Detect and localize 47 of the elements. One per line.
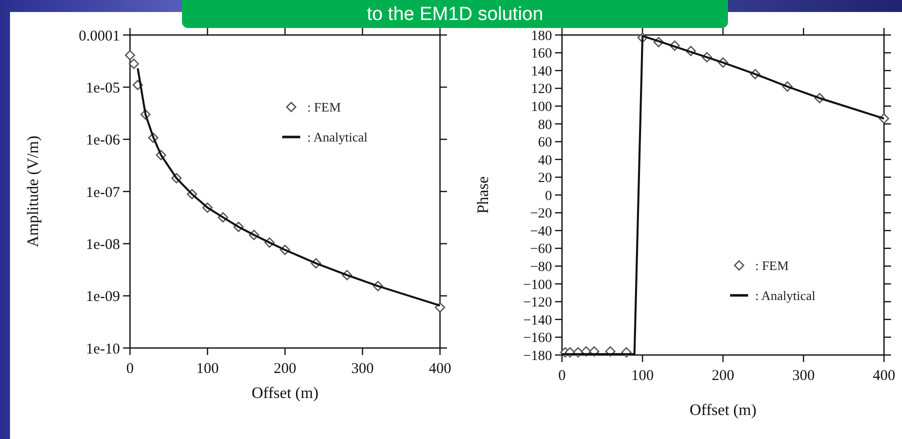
y-tick-label: −160 (523, 331, 552, 346)
point (128, 58, 140, 69)
y-tick-label: 1e-05 (86, 80, 120, 96)
y-tick-label: −80 (530, 260, 552, 276)
y-tick-label: −20 (530, 206, 552, 222)
legend-label: : Analytical (307, 130, 368, 145)
x-axis-title: Offset (m) (252, 385, 318, 402)
y-tick-label: 160 (531, 46, 552, 62)
y-tick-label: 80 (538, 118, 552, 133)
y-tick-label: 0.0001 (78, 28, 120, 44)
chart-title: to the EM1D solution (366, 4, 544, 25)
y-tick-label: 120 (531, 82, 552, 98)
legend-label: : Analytical (755, 288, 816, 303)
x-tick-label: 400 (872, 368, 896, 384)
x-tick-label: 200 (712, 368, 734, 384)
y-tick-label: −120 (523, 296, 552, 311)
y-tick-label: 180 (531, 28, 552, 44)
y-tick-label: 40 (538, 153, 552, 168)
legend-label: : FEM (307, 100, 342, 115)
y-tick-label: 140 (531, 64, 552, 80)
y-axis-title: Phase (475, 176, 492, 214)
x-tick-label: 0 (126, 361, 134, 377)
y-tick-label: −180 (523, 348, 552, 364)
y-tick-label: 1e-07 (86, 184, 120, 201)
x-tick-label: 100 (631, 368, 654, 384)
x-tick-label: 300 (792, 368, 815, 384)
y-tick-label: 20 (538, 171, 552, 186)
x-axis-title: Offset (m) (690, 402, 756, 419)
y-tick-label: 1e-09 (86, 289, 120, 306)
y-tick-label: 60 (538, 136, 552, 151)
y-tick-label: 1e-10 (86, 341, 120, 358)
y-tick-label: 1e-08 (86, 236, 120, 253)
y-tick-label: 0 (545, 188, 552, 204)
legend-label: : FEM (755, 258, 790, 273)
x-tick-label: 200 (274, 361, 296, 377)
y-tick-label: −140 (523, 313, 552, 328)
x-tick-label: 100 (196, 361, 219, 377)
y-tick-label: −60 (530, 242, 552, 258)
y-axis-title: Amplitude (V/m) (25, 136, 42, 248)
x-tick-label: 0 (558, 368, 566, 384)
y-tick-label: −100 (523, 278, 552, 293)
y-tick-label: −40 (530, 224, 552, 240)
y-tick-label: 1e-06 (86, 132, 120, 149)
y-tick-label: 100 (531, 100, 552, 116)
point (124, 50, 136, 60)
x-tick-label: 400 (428, 361, 452, 377)
x-tick-label: 300 (351, 361, 374, 377)
